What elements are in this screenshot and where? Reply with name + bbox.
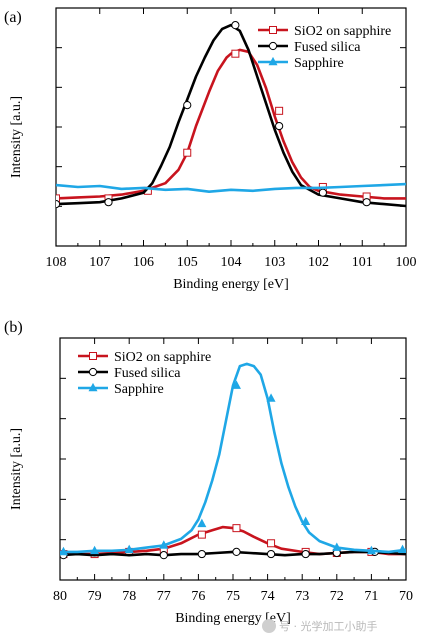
data-point-sio2-on-sapphire: [232, 524, 241, 533]
data-point-fused-silica: [159, 551, 168, 560]
data-point-sapphire: [197, 518, 207, 528]
x-tick-label: 105: [177, 255, 198, 270]
legend-label-sio2-on-sapphire: SiO2 on sapphire: [114, 350, 211, 365]
x-tick-label: 106: [133, 255, 154, 270]
panel-label: (b): [4, 319, 23, 336]
data-point-sapphire: [231, 380, 241, 389]
data-point-sapphire: [301, 516, 311, 525]
data-point-fused-silica: [301, 549, 310, 559]
series-line-sio2-on-sapphire: [56, 48, 406, 200]
data-point-fused-silica: [104, 198, 113, 207]
legend-marker-sapphire: [88, 382, 98, 392]
x-tick-label: 70: [399, 589, 413, 604]
legend-marker-fused-silica: [268, 41, 278, 51]
legend-label-sapphire: Sapphire: [294, 56, 344, 71]
legend-label-fused-silica: Fused silica: [114, 366, 181, 381]
data-point-sapphire: [159, 540, 169, 549]
data-point-fused-silica: [56, 200, 61, 209]
x-tick-label: 77: [157, 589, 171, 604]
x-tick-label: 102: [308, 255, 329, 270]
x-tick-label: 103: [264, 255, 285, 270]
x-axis-label: Binding energy [eV]: [173, 277, 289, 292]
legend-label-sapphire: Sapphire: [114, 382, 164, 397]
data-point-fused-silica: [318, 188, 327, 197]
data-point-sapphire: [332, 542, 342, 551]
data-point-sapphire: [366, 545, 376, 555]
panel-label: (a): [4, 9, 22, 26]
x-tick-label: 107: [89, 255, 110, 270]
legend-marker-sapphire: [268, 56, 278, 66]
chart-panel-2: 80 79 78 77 76 75 74 73 72 71 70 Binding energy [eV…: [4, 319, 413, 626]
data-point-sapphire: [398, 544, 406, 554]
data-point-sapphire: [90, 545, 100, 555]
x-tick-label: 76: [191, 589, 205, 604]
data-point-fused-silica: [275, 121, 284, 131]
x-tick-label: 108: [46, 255, 67, 270]
legend-label-sio2-on-sapphire: SiO2 on sapphire: [294, 24, 391, 39]
x-tick-label: 75: [226, 589, 240, 604]
x-tick-label: 100: [396, 255, 417, 270]
data-point-sapphire: [60, 546, 68, 556]
x-tick-label: 73: [295, 589, 309, 604]
data-point-sapphire: [266, 393, 276, 402]
data-point-sio2-on-sapphire: [275, 106, 284, 115]
watermark-text: 号 · 光学加工小助手: [279, 620, 378, 633]
data-point-sio2-on-sapphire: [267, 539, 276, 548]
legend-marker-fused-silica: [88, 367, 98, 377]
wechat-icon: [262, 619, 276, 633]
x-tick-label: 74: [261, 589, 275, 604]
y-axis-label: Intensity [a.u.]: [9, 428, 24, 510]
x-tick-label: 72: [330, 589, 344, 604]
legend-marker-sio2-on-sapphire: [89, 352, 97, 360]
x-tick-label: 71: [364, 589, 378, 604]
data-point-sio2-on-sapphire: [56, 194, 60, 203]
x-tick-label: 80: [53, 589, 67, 604]
plot-frame: [59, 337, 407, 581]
x-tick-label: 104: [221, 255, 242, 270]
x-axis-label: Binding energy [eV]: [175, 611, 291, 626]
data-point-fused-silica: [231, 21, 240, 30]
legend-label-fused-silica: Fused silica: [294, 40, 361, 55]
legend-marker-sio2-on-sapphire: [269, 26, 277, 34]
series-layer: [60, 362, 406, 560]
data-point-fused-silica: [232, 547, 241, 557]
chart-panel-1: 108 107 106 105 104 103 102 101 100 Binding energ…: [4, 7, 417, 292]
watermark: 号 · 光学加工小助手: [262, 618, 378, 634]
data-point-fused-silica: [266, 549, 276, 559]
series-line-sapphire: [60, 362, 406, 554]
data-point-sio2-on-sapphire: [231, 49, 240, 58]
data-point-sio2-on-sapphire: [183, 148, 192, 157]
series-layer: [56, 21, 406, 209]
data-point-fused-silica: [183, 101, 192, 110]
data-point-fused-silica: [197, 549, 206, 559]
data-point-fused-silica: [362, 198, 371, 207]
data-point-sapphire: [124, 544, 134, 554]
x-tick-label: 78: [122, 589, 136, 604]
y-axis-label: Intensity [a.u.]: [9, 96, 24, 178]
series-line-sapphire: [56, 182, 406, 193]
x-tick-label: 79: [88, 589, 102, 604]
data-point-sio2-on-sapphire: [197, 530, 206, 539]
x-tick-label: 101: [352, 255, 373, 270]
